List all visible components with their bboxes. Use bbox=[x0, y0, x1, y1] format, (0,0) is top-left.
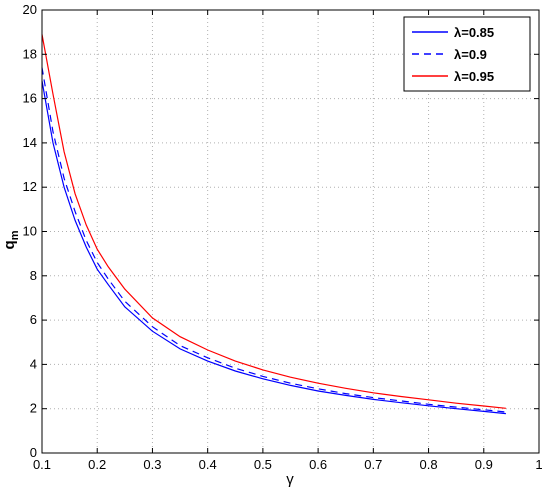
y-tick-label: 8 bbox=[30, 268, 37, 283]
series-line-3 bbox=[41, 34, 506, 409]
x-tick-label: 0.8 bbox=[420, 457, 438, 472]
y-tick-label: 12 bbox=[23, 179, 37, 194]
x-tick-label: 0.2 bbox=[88, 457, 106, 472]
y-tick-label: 0 bbox=[30, 445, 37, 460]
grid bbox=[42, 10, 539, 453]
legend: λ=0.85 λ=0.9 λ=0.95 bbox=[403, 16, 531, 92]
y-axis-title-subscript: m bbox=[9, 230, 21, 240]
y-tick-label: 14 bbox=[23, 135, 37, 150]
y-tick-label: 20 bbox=[23, 2, 37, 17]
series-line-1 bbox=[41, 80, 506, 415]
y-tick-label: 18 bbox=[23, 46, 37, 61]
x-axis-title: γ bbox=[286, 471, 294, 488]
y-tick-label: 16 bbox=[23, 91, 37, 106]
x-tick-label: 0.1 bbox=[33, 457, 51, 472]
x-tick-label: 0.3 bbox=[143, 457, 161, 472]
y-axis-title: qm bbox=[1, 230, 21, 249]
y-tick-label: 10 bbox=[23, 224, 37, 239]
y-tick-label: 2 bbox=[30, 401, 37, 416]
series-lines bbox=[41, 34, 506, 415]
axis-ticks: 0.1 0.2 0.3 0.4 0.5 0.6 0.7 0.8 0.9 1024681012141… bbox=[23, 2, 543, 472]
y-tick-label: 6 bbox=[30, 312, 37, 327]
x-tick-label: 0.7 bbox=[364, 457, 382, 472]
x-tick-label: 1 bbox=[535, 457, 542, 472]
x-tick-label: 0.9 bbox=[475, 457, 493, 472]
series-line-2 bbox=[41, 67, 506, 413]
svg-text:qm: qm bbox=[1, 230, 21, 249]
legend-label-3: λ=0.95 bbox=[454, 69, 494, 84]
legend-label-2: λ=0.9 bbox=[454, 47, 487, 62]
x-tick-label: 0.6 bbox=[309, 457, 327, 472]
x-tick-label: 0.4 bbox=[199, 457, 217, 472]
y-axis-title-main: q bbox=[1, 240, 18, 249]
x-tick-label: 0.5 bbox=[254, 457, 272, 472]
legend-label-1: λ=0.85 bbox=[454, 25, 494, 40]
y-tick-label: 4 bbox=[30, 356, 37, 371]
